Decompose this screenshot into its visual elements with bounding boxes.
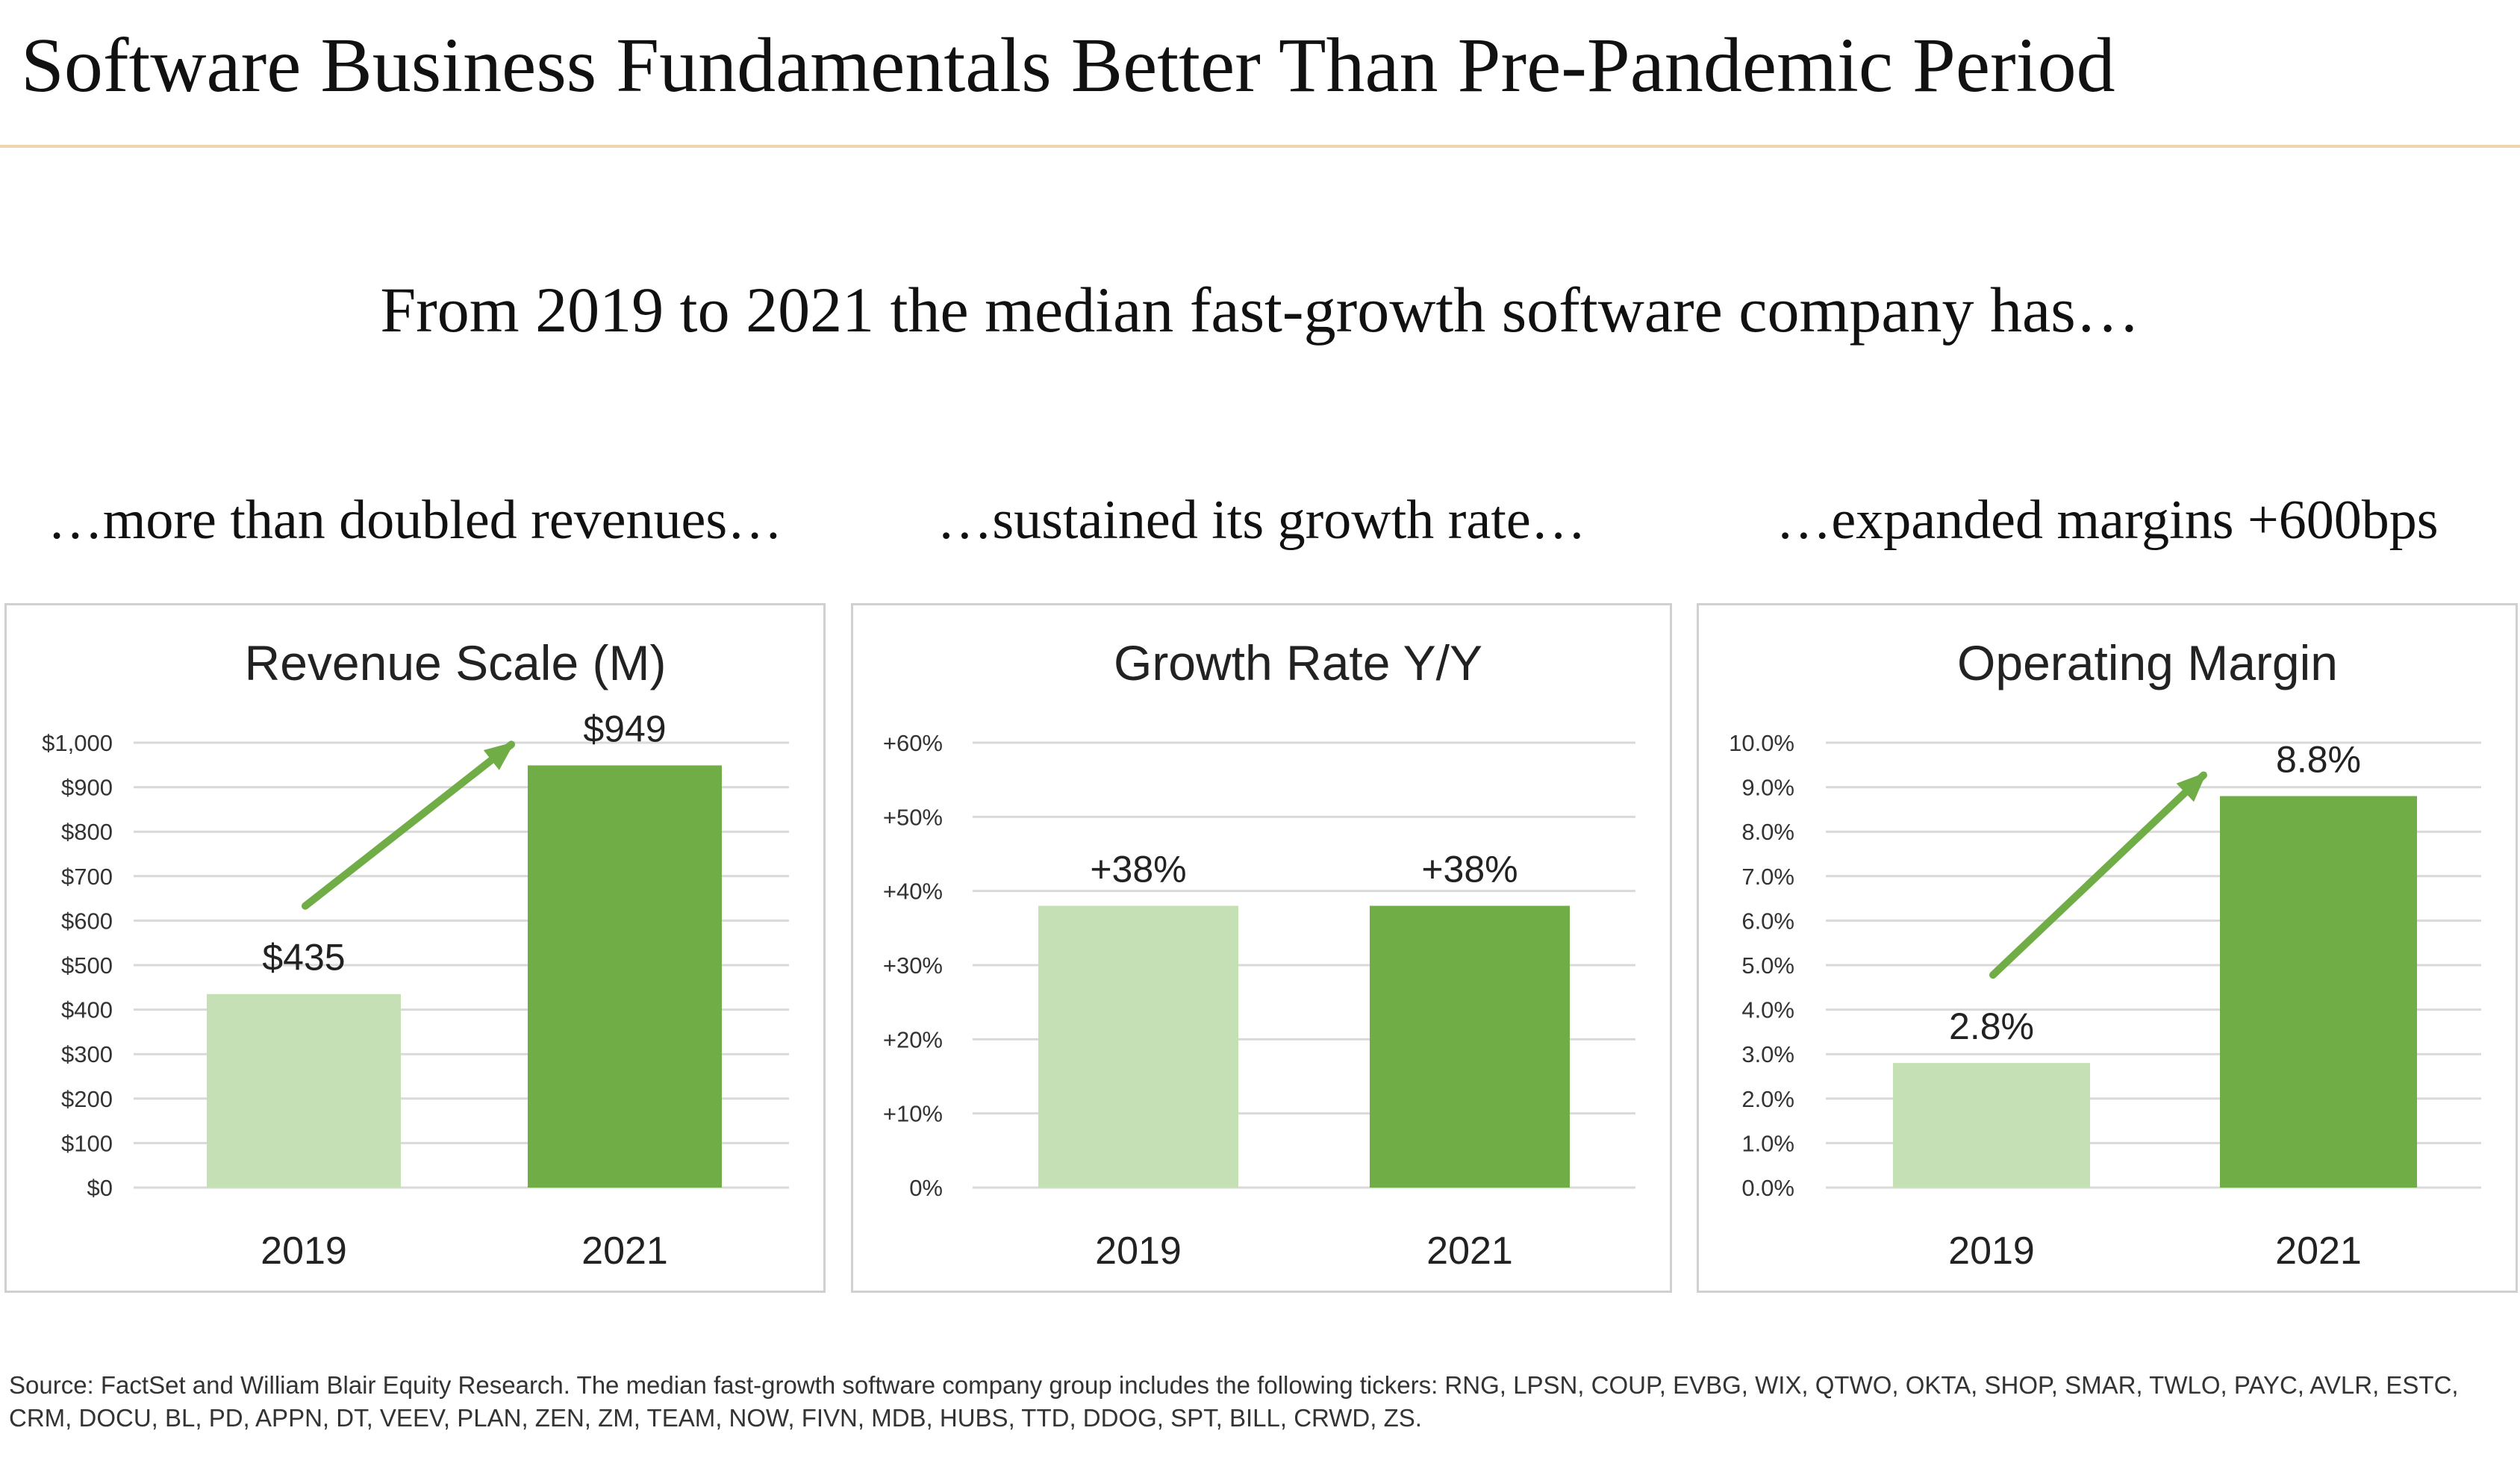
data-label: 2.8%: [1949, 1005, 2034, 1047]
trend-arrow-shaft: [1989, 771, 2207, 979]
y-tick-label: 5.0%: [1741, 952, 1794, 979]
y-tick-label: $900: [61, 775, 113, 801]
bar-2019: [1893, 1063, 2090, 1188]
margin-chart-panel: Operating Margin 0.0% 1.0% 2.0% 3.0% 4.0% 5.0%…: [1697, 603, 2518, 1293]
bar-2021: [528, 765, 722, 1188]
page-subtitle: From 2019 to 2021 the median fast-growth…: [380, 274, 2140, 346]
trend-arrow-head: [483, 741, 515, 770]
y-tick-label: 10.0%: [1729, 730, 1794, 756]
trend-arrow-head: [2176, 772, 2207, 802]
y-tick-label: 7.0%: [1741, 864, 1794, 890]
y-tick-label: 4.0%: [1741, 997, 1794, 1023]
trend-arrow: [1989, 771, 2207, 979]
y-tick-label: 6.0%: [1741, 908, 1794, 934]
y-tick-label: +30%: [883, 952, 943, 979]
y-tick-label: $300: [61, 1041, 113, 1067]
y-tick-label: 2.0%: [1741, 1086, 1794, 1112]
y-tick-label: $200: [61, 1086, 113, 1112]
title-divider: [0, 145, 2520, 148]
y-tick-label: +40%: [883, 879, 943, 905]
revenue-chart-panel: Revenue Scale (M) $0 $100 $200 $300 $400 $500 $…: [4, 603, 826, 1293]
bar-2021: [1370, 905, 1570, 1188]
bar-2021: [2220, 796, 2417, 1188]
y-tick-label: 3.0%: [1741, 1041, 1794, 1067]
y-tick-label: 0.0%: [1741, 1175, 1794, 1201]
bar-2019: [207, 993, 401, 1188]
data-label: $949: [583, 708, 666, 749]
chart-title: Revenue Scale (M): [245, 635, 667, 690]
trend-arrow-shaft: [302, 740, 515, 910]
margin-chart: Operating Margin 0.0% 1.0% 2.0% 3.0% 4.0% 5.0%…: [1729, 635, 2481, 1273]
data-label: +38%: [1090, 849, 1186, 890]
y-tick-label: $700: [61, 864, 113, 890]
chart-title: Growth Rate Y/Y: [1114, 635, 1482, 690]
x-tick-label: 2021: [2275, 1229, 2362, 1273]
y-tick-label: +60%: [883, 730, 943, 756]
y-tick-label: $800: [61, 819, 113, 845]
y-tick-label: 8.0%: [1741, 819, 1794, 845]
x-tick-label: 2019: [1948, 1229, 2035, 1273]
page-title: Software Business Fundamentals Better Th…: [21, 22, 2115, 108]
y-tick-label: +20%: [883, 1026, 943, 1052]
trend-arrow: [302, 740, 515, 910]
y-tick-label: $100: [61, 1130, 113, 1156]
growth-caption: …sustained its growth rate…: [937, 490, 1586, 551]
y-tick-label: 0%: [909, 1175, 943, 1201]
y-tick-label: +10%: [883, 1101, 943, 1127]
y-tick-label: 1.0%: [1741, 1130, 1794, 1156]
y-tick-label: $0: [87, 1175, 113, 1201]
y-tick-label: 9.0%: [1741, 775, 1794, 801]
y-tick-label: $500: [61, 952, 113, 979]
chart-title: Operating Margin: [1957, 635, 2338, 690]
revenue-caption: …more than doubled revenues…: [47, 490, 783, 551]
margin-caption: …expanded margins +600bps: [1776, 490, 2439, 551]
data-label: $435: [262, 937, 345, 979]
x-tick-label: 2021: [1426, 1229, 1513, 1273]
data-label: 8.8%: [2276, 739, 2361, 781]
y-tick-label: $600: [61, 908, 113, 934]
source-footnote: Source: FactSet and William Blair Equity…: [9, 1371, 2459, 1432]
data-label: +38%: [1421, 849, 1518, 890]
y-tick-label: $1,000: [42, 730, 113, 756]
y-tick-label: +50%: [883, 804, 943, 830]
growth-chart-panel: Growth Rate Y/Y 0% +10% +20% +30% +40% +50% +60…: [851, 603, 1672, 1293]
y-tick-label: $400: [61, 997, 113, 1023]
x-tick-label: 2021: [581, 1229, 668, 1273]
x-tick-label: 2019: [1095, 1229, 1182, 1273]
bar-2019: [1038, 905, 1238, 1188]
growth-chart: Growth Rate Y/Y 0% +10% +20% +30% +40% +50% +60…: [883, 635, 1635, 1273]
x-tick-label: 2019: [261, 1229, 347, 1273]
revenue-chart: Revenue Scale (M) $0 $100 $200 $300 $400 $500 $…: [42, 635, 789, 1273]
